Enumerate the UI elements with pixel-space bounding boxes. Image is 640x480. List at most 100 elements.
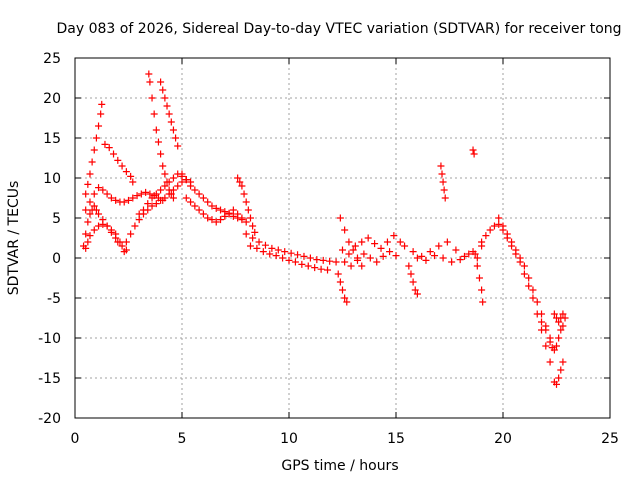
data-point (199, 194, 207, 202)
data-point (98, 100, 106, 108)
x-tick-label: 15 (387, 431, 405, 447)
data-point (405, 262, 413, 270)
data-point (90, 226, 98, 234)
data-point (234, 174, 242, 182)
data-point (234, 210, 242, 218)
data-point (542, 326, 550, 334)
data-point (187, 198, 195, 206)
data-point (440, 186, 448, 194)
data-point (146, 190, 154, 198)
data-point (127, 230, 135, 238)
series-track-aa (550, 310, 567, 326)
data-point (122, 168, 130, 176)
data-point (336, 214, 344, 222)
y-tick-label: -5 (47, 291, 61, 307)
data-point (217, 206, 225, 214)
data-point (157, 78, 165, 86)
data-point (217, 216, 225, 224)
data-point (469, 146, 477, 154)
y-axis-label: SDTVAR / TECUs (6, 181, 22, 296)
data-point (169, 126, 177, 134)
data-point (159, 196, 167, 204)
data-point (546, 358, 554, 366)
data-point (246, 214, 254, 222)
data-point (261, 241, 269, 249)
data-point (139, 206, 147, 214)
data-point (281, 248, 289, 256)
data-point (407, 270, 415, 278)
y-tick-label: 10 (43, 171, 61, 187)
data-point (97, 110, 105, 118)
data-point (204, 198, 212, 206)
data-point (142, 188, 150, 196)
data-point (495, 220, 503, 228)
data-point (122, 246, 130, 254)
data-point (475, 274, 483, 282)
data-point (221, 212, 229, 220)
data-point (306, 254, 314, 262)
data-point (99, 186, 107, 194)
data-point (107, 194, 115, 202)
data-point (422, 256, 430, 264)
data-point (253, 244, 261, 252)
data-point (371, 240, 379, 248)
series-track-r (405, 262, 421, 298)
data-point (431, 252, 439, 260)
data-point (174, 142, 182, 150)
data-point (199, 210, 207, 218)
series-track-j (182, 194, 250, 226)
data-point (499, 226, 507, 234)
x-tick-label: 25 (601, 431, 619, 447)
data-point (386, 248, 394, 256)
data-point (285, 256, 293, 264)
data-point (101, 140, 109, 148)
data-point (479, 298, 487, 306)
data-point (443, 238, 451, 246)
data-point (358, 238, 366, 246)
data-point (92, 206, 100, 214)
data-point (353, 256, 361, 264)
series-track-o (334, 270, 351, 306)
data-point (550, 310, 558, 318)
data-points (80, 70, 569, 388)
data-point (90, 146, 98, 154)
series-track-v (469, 146, 478, 158)
series-track-w (471, 250, 487, 306)
data-point (95, 122, 103, 130)
data-point (482, 232, 490, 240)
series-track-c (82, 184, 167, 214)
data-point (520, 270, 528, 278)
data-point (341, 226, 349, 234)
data-point (503, 234, 511, 242)
data-point (550, 346, 558, 354)
data-point (559, 322, 567, 330)
series-track-e (82, 220, 130, 256)
data-point (204, 214, 212, 222)
series-track-y (495, 214, 567, 388)
axis-ticks: 0 5 10 15 20 25 -20 -15 -10 -5 0 5 10 15 20 25 (38, 51, 619, 447)
data-point (178, 170, 186, 178)
data-point (229, 212, 237, 220)
data-point (240, 190, 248, 198)
data-point (107, 226, 115, 234)
data-point (413, 290, 421, 298)
data-point (118, 162, 126, 170)
data-point (334, 270, 342, 278)
data-point (486, 226, 494, 234)
x-tick-label: 10 (280, 431, 298, 447)
data-point (553, 342, 560, 350)
data-point (439, 178, 447, 186)
data-point (90, 190, 98, 198)
data-point (272, 252, 280, 260)
data-point (88, 158, 96, 166)
data-point (125, 196, 132, 204)
data-point (324, 266, 332, 274)
data-point (129, 178, 137, 186)
y-tick-label: 15 (43, 131, 61, 147)
data-point (529, 294, 537, 302)
data-point (212, 218, 220, 226)
data-point (426, 248, 434, 256)
data-point (169, 194, 177, 202)
data-point (212, 204, 220, 212)
data-point (555, 374, 563, 382)
